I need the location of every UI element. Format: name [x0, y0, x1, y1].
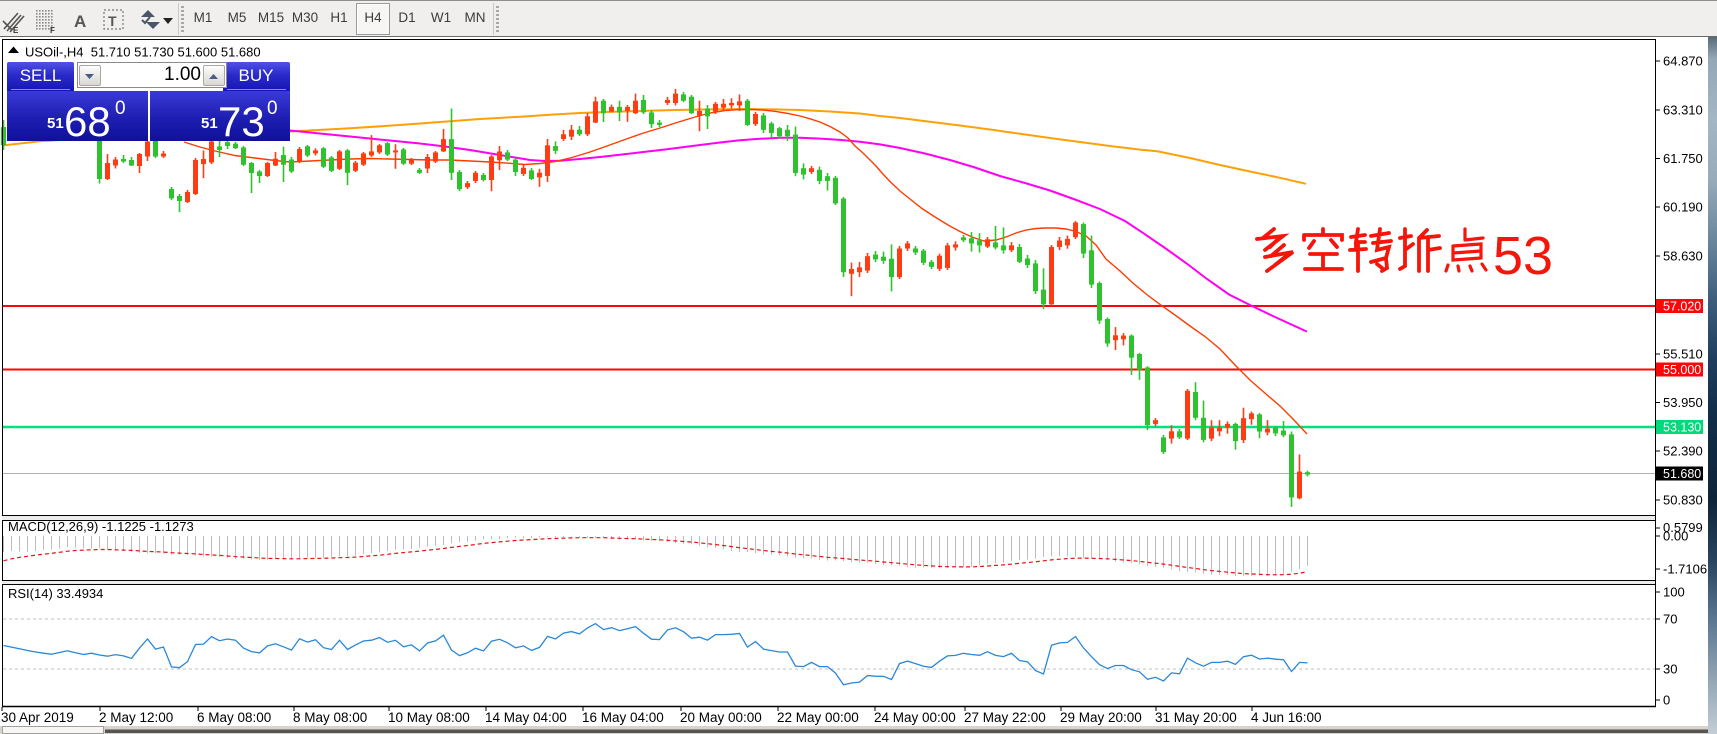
svg-text:16 May 04:00: 16 May 04:00	[582, 710, 664, 725]
svg-text:-1.7106: -1.7106	[1663, 562, 1707, 577]
svg-text:31 May 20:00: 31 May 20:00	[1155, 710, 1237, 725]
svg-text:100: 100	[1663, 585, 1685, 600]
svg-text:60.190: 60.190	[1663, 200, 1703, 215]
svg-text:30 Apr 2019: 30 Apr 2019	[1, 710, 74, 725]
svg-text:24 May 00:00: 24 May 00:00	[874, 710, 956, 725]
svg-text:0: 0	[1663, 693, 1670, 708]
svg-text:53.130: 53.130	[1663, 421, 1701, 435]
svg-text:10 May 08:00: 10 May 08:00	[388, 710, 470, 725]
svg-text:F: F	[50, 26, 55, 35]
svg-text:22 May 00:00: 22 May 00:00	[777, 710, 859, 725]
svg-text:70: 70	[1663, 612, 1677, 627]
svg-text:6 May 08:00: 6 May 08:00	[197, 710, 271, 725]
svg-text:57.020: 57.020	[1663, 300, 1701, 314]
svg-text:61.750: 61.750	[1663, 151, 1703, 166]
svg-text:2 May 12:00: 2 May 12:00	[99, 710, 173, 725]
svg-text:63.310: 63.310	[1663, 103, 1703, 118]
svg-text:E: E	[13, 26, 19, 35]
svg-text:64.870: 64.870	[1663, 54, 1703, 69]
svg-text:29 May 20:00: 29 May 20:00	[1060, 710, 1142, 725]
svg-text:0.00: 0.00	[1663, 529, 1688, 544]
svg-text:14 May 04:00: 14 May 04:00	[485, 710, 567, 725]
svg-text:4 Jun 16:00: 4 Jun 16:00	[1251, 710, 1322, 725]
svg-text:55.510: 55.510	[1663, 347, 1703, 362]
svg-text:27 May 22:00: 27 May 22:00	[964, 710, 1046, 725]
svg-text:0.5799: 0.5799	[1663, 520, 1703, 535]
svg-text:USOil-,H4 51.710 51.730 51.60: USOil-,H4 51.710 51.730 51.600 51.680	[25, 45, 261, 60]
svg-text:55.000: 55.000	[1663, 363, 1701, 377]
svg-text:A: A	[74, 12, 86, 31]
svg-text:58.630: 58.630	[1663, 249, 1703, 264]
svg-text:RSI(14) 33.4934: RSI(14) 33.4934	[8, 586, 103, 601]
svg-text:20 May 00:00: 20 May 00:00	[680, 710, 762, 725]
svg-text:50.830: 50.830	[1663, 493, 1703, 508]
svg-text:T: T	[108, 13, 117, 29]
svg-text:MACD(12,26,9) -1.1225 -1.1273: MACD(12,26,9) -1.1225 -1.1273	[8, 519, 194, 534]
svg-text:53: 53	[1493, 226, 1553, 286]
svg-text:53.950: 53.950	[1663, 395, 1703, 410]
svg-text:30: 30	[1663, 662, 1677, 677]
svg-text:51.680: 51.680	[1663, 467, 1701, 481]
svg-text:52.390: 52.390	[1663, 444, 1703, 459]
svg-text:8 May 08:00: 8 May 08:00	[293, 710, 367, 725]
